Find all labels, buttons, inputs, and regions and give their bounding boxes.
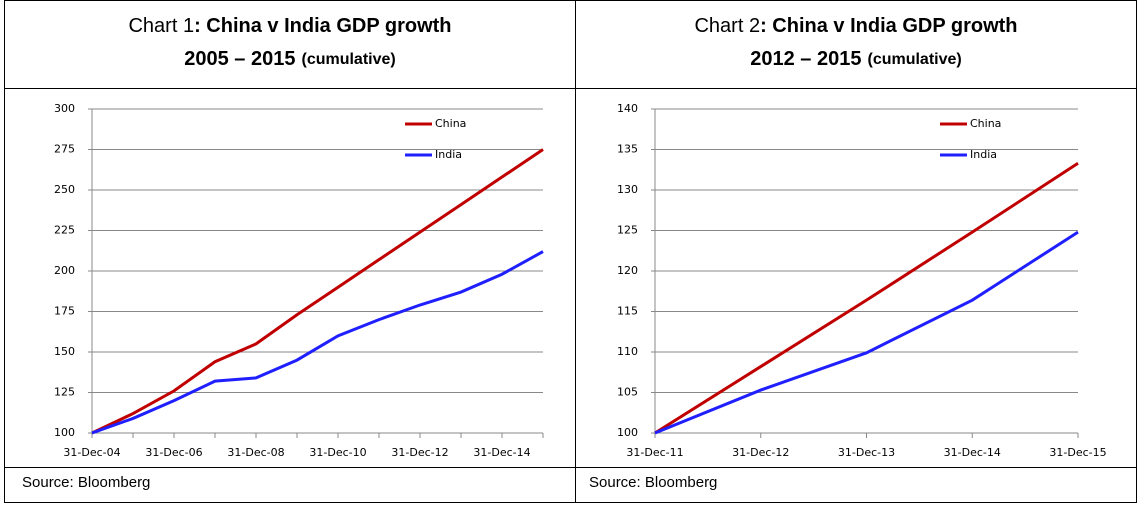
x-tick-label: 31-Dec-14	[473, 446, 530, 459]
subtitle-text: 2012 – 2015	[750, 48, 861, 70]
x-tick-label: 31-Dec-11	[626, 446, 683, 459]
y-tick-label: 130	[617, 183, 638, 196]
title-text: : China v India GDP growth	[760, 15, 1017, 37]
x-tick-label: 31-Dec-06	[145, 446, 202, 459]
title-prefix: Chart 1	[128, 15, 194, 37]
subtitle-note: (cumulative)	[867, 51, 961, 68]
legend-label: India	[435, 148, 462, 161]
y-tick-label: 100	[617, 426, 638, 439]
series-line	[91, 148, 544, 435]
title-prefix: Chart 2	[694, 15, 760, 37]
legend-label: India	[970, 148, 997, 161]
y-tick-label: 105	[617, 386, 638, 399]
y-tick-label: 140	[617, 102, 638, 115]
x-tick-label: 31-Dec-15	[1049, 446, 1106, 459]
x-tick-label: 31-Dec-04	[63, 446, 120, 459]
table-border	[4, 0, 1137, 503]
legend-label: China	[435, 117, 466, 130]
y-tick-label: 135	[617, 143, 638, 156]
x-tick-label: 31-Dec-13	[838, 446, 895, 459]
y-tick-label: 250	[54, 183, 75, 196]
x-tick-label: 31-Dec-12	[732, 446, 789, 459]
y-tick-label: 110	[617, 345, 638, 358]
y-tick-label: 275	[54, 143, 75, 156]
title-text: : China v India GDP growth	[194, 15, 451, 37]
series-line	[654, 230, 1079, 435]
y-tick-label: 300	[54, 102, 75, 115]
series-line	[654, 162, 1079, 435]
y-tick-label: 225	[54, 224, 75, 237]
subtitle-note: (cumulative)	[301, 51, 395, 68]
y-tick-label: 115	[617, 305, 638, 318]
x-tick-label: 31-Dec-10	[309, 446, 366, 459]
y-tick-label: 200	[54, 264, 75, 277]
y-tick-label: 125	[617, 224, 638, 237]
y-tick-label: 100	[54, 426, 75, 439]
y-tick-label: 120	[617, 264, 638, 277]
chart-title: Chart 2: China v India GDP growth	[694, 15, 1017, 37]
x-tick-label: 31-Dec-12	[391, 446, 448, 459]
source: Source: Bloomberg	[22, 474, 150, 491]
source: Source: Bloomberg	[589, 474, 717, 491]
subtitle-text: 2005 – 2015	[184, 48, 295, 70]
x-tick-label: 31-Dec-08	[227, 446, 284, 459]
series-line	[91, 250, 544, 435]
legend-label: China	[970, 117, 1001, 130]
chart-subtitle: 2005 – 2015 (cumulative)	[184, 48, 395, 70]
y-tick-label: 125	[54, 386, 75, 399]
chart-subtitle: 2012 – 2015 (cumulative)	[750, 48, 961, 70]
x-tick-label: 31-Dec-14	[944, 446, 1001, 459]
y-tick-label: 150	[54, 345, 75, 358]
chart-title: Chart 1: China v India GDP growth	[128, 15, 451, 37]
y-tick-label: 175	[54, 305, 75, 318]
